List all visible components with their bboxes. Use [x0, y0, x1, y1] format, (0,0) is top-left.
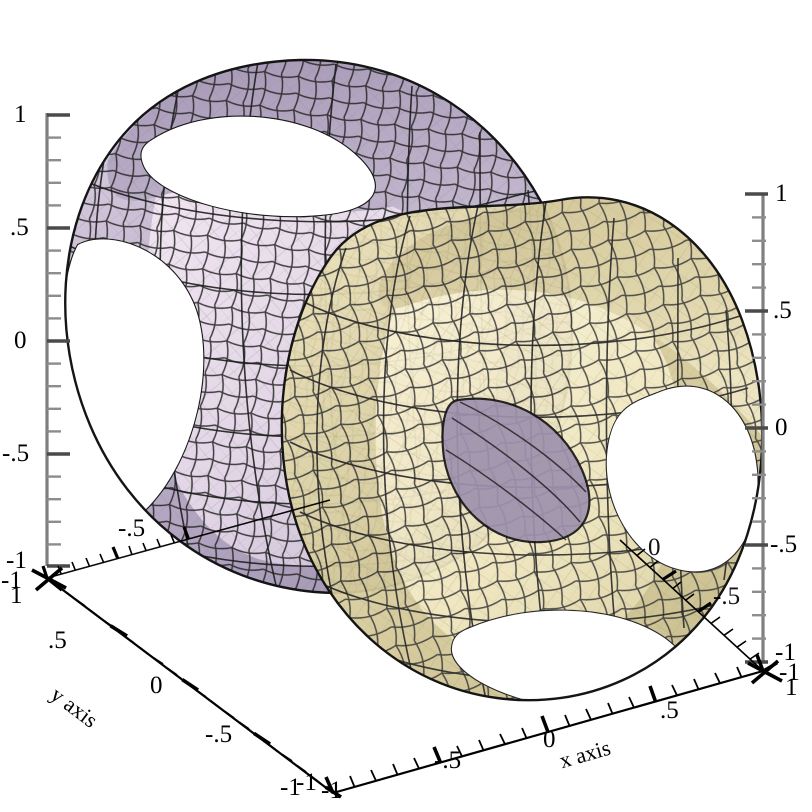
corner-bottom-left-m1: -1: [296, 769, 317, 796]
y-front-tick-m5: -.5: [205, 721, 233, 748]
y-back-tick-0: 0: [648, 534, 661, 561]
corner-right-m1: -1: [779, 659, 800, 686]
x-front-tick-p5: .5: [660, 697, 679, 724]
z-right-tick-m5: -.5: [770, 531, 798, 558]
y-axis-back: [619, 539, 778, 673]
z-left-tick-p5: .5: [10, 214, 29, 241]
x-axis-back: [41, 499, 331, 579]
x-front-tick-m1: -1: [321, 777, 342, 804]
y-front-tick-0: 0: [150, 672, 163, 699]
z-axis-left: [45, 113, 70, 568]
x-front-tick-m5: -.5: [434, 747, 462, 774]
y-back-tick-m5: -.5: [713, 583, 741, 610]
z-left-tick-m5: -.5: [2, 440, 30, 467]
x-front-tick-0: 0: [543, 726, 556, 753]
z-right-tick-0: 0: [775, 414, 788, 441]
x-back-tick-m5: -.5: [118, 515, 146, 542]
y-front-tick-m1: -1: [280, 774, 301, 801]
corner-right-1: 1: [785, 674, 798, 701]
z-right-tick-m1: -1: [775, 639, 796, 666]
surface-purple-lens: [441, 397, 591, 544]
corner-left-1: 1: [10, 582, 23, 609]
z-right-tick-p5: .5: [773, 297, 792, 324]
axis-corner-marks: [31, 566, 783, 685]
z-left-tick-1: 1: [14, 101, 27, 128]
corner-left-m1: -1: [1, 567, 22, 594]
z-axis-right: [745, 192, 768, 664]
x-axis-front: [324, 654, 765, 795]
z-left-tick-m1: -1: [6, 547, 27, 574]
z-left-tick-0: 0: [14, 327, 27, 354]
surface-tan-outline: [280, 196, 764, 702]
z-right-tick-1: 1: [775, 180, 788, 207]
y-front-tick-p5: .5: [48, 627, 67, 654]
